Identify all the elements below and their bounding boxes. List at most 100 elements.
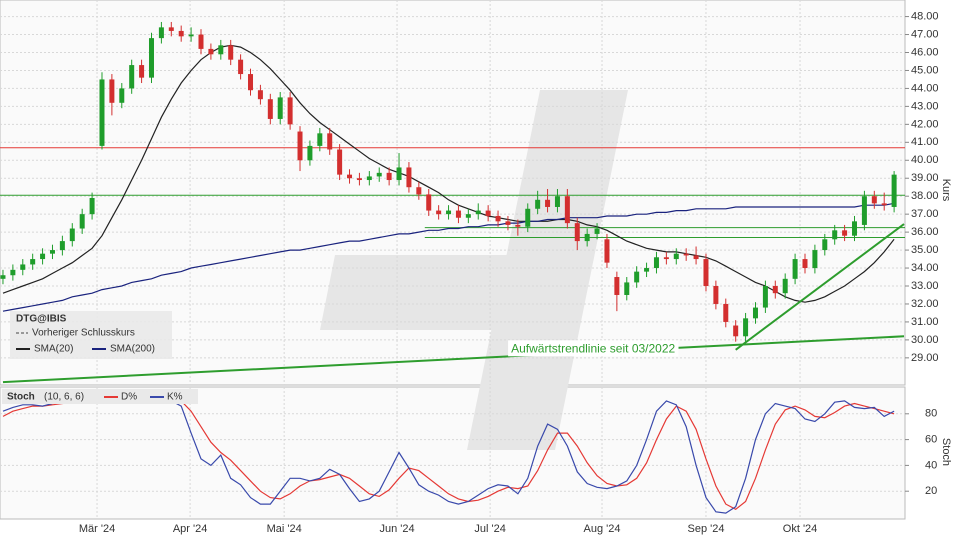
- candle-body: [743, 318, 749, 337]
- y-tick-label: 33.00: [911, 280, 939, 292]
- x-tick-label: Mär '24: [79, 523, 115, 535]
- candle-body: [406, 167, 412, 188]
- candle-body: [287, 97, 293, 125]
- y-tick-label: 32.00: [911, 298, 939, 310]
- candle-body: [465, 214, 471, 218]
- candle-body: [228, 45, 234, 60]
- trend-line: [2, 335, 905, 384]
- candle-body: [683, 253, 689, 256]
- candle-body: [782, 278, 788, 294]
- y-tick-label: 43.00: [911, 100, 939, 112]
- candle-body: [20, 264, 26, 270]
- x-tick-label: Okt '24: [783, 523, 818, 535]
- y-tick-label: 36.00: [911, 226, 939, 238]
- candle-body: [208, 48, 214, 55]
- y-tick-label: 40.00: [911, 154, 939, 166]
- legend-subtitle: (10, 6, 6): [44, 392, 84, 403]
- y-tick-label: 42.00: [911, 118, 939, 130]
- legend-label: D%: [121, 392, 137, 403]
- candle-body: [139, 65, 145, 78]
- candle-body: [267, 99, 273, 119]
- sma-line: [2, 202, 895, 312]
- candle-body: [624, 282, 630, 295]
- candle-body: [852, 221, 858, 236]
- candle-body: [386, 172, 392, 181]
- candle-body: [475, 210, 481, 215]
- trend-line: [735, 223, 905, 351]
- candle-body: [188, 34, 194, 37]
- y-tick-label: 37.00: [911, 208, 939, 220]
- y-tick-label: 46.00: [911, 46, 939, 58]
- y-tick-label: 44.00: [911, 82, 939, 94]
- candle-body: [416, 187, 422, 195]
- candle-body: [109, 79, 115, 103]
- candle-body: [891, 174, 897, 207]
- candle-body: [574, 223, 580, 242]
- y-tick-label: 29.00: [911, 352, 939, 364]
- candle-body: [584, 233, 590, 242]
- candle-body: [455, 210, 461, 218]
- legend-title: DTG@IBIS: [16, 314, 67, 325]
- y-tick-label: 34.00: [911, 262, 939, 274]
- candle-body: [822, 239, 828, 251]
- x-tick-label: Apr '24: [173, 523, 208, 535]
- x-tick-label: Aug '24: [584, 523, 621, 535]
- candle-body: [119, 88, 125, 103]
- candle-body: [347, 174, 353, 179]
- candle-body: [79, 214, 85, 229]
- candle-body: [426, 194, 432, 211]
- candle-body: [792, 259, 798, 279]
- candle-body: [644, 268, 650, 272]
- candle-body: [158, 27, 164, 39]
- candle-body: [752, 307, 758, 319]
- candle-body: [772, 286, 778, 294]
- legend-label: SMA(20): [34, 344, 73, 355]
- candle-body: [297, 131, 303, 161]
- candle-body: [604, 239, 610, 263]
- legend-title: Stoch: [7, 392, 35, 403]
- candle-body: [881, 203, 887, 206]
- stoch-pane: [0, 386, 906, 520]
- legend: Stoch (10, 6, 6) D% K%: [2, 389, 198, 404]
- candle-body: [485, 210, 491, 216]
- candle-body: [515, 224, 521, 227]
- candle-body: [446, 210, 452, 215]
- candle-body: [307, 145, 313, 161]
- candle-body: [861, 196, 867, 225]
- annotation: Aufwärtstrendlinie seit 03/2022: [511, 341, 675, 355]
- x-tick-label: Jul '24: [474, 523, 505, 535]
- candle-body: [248, 74, 254, 91]
- watermark: [320, 90, 628, 450]
- x-tick-label: Sep '24: [687, 523, 724, 535]
- y-tick-label: 60: [925, 434, 937, 446]
- y-axis-label: Kurs: [940, 179, 952, 202]
- candle-body: [673, 253, 679, 260]
- candle-body: [535, 199, 541, 209]
- legend-box: [10, 311, 172, 359]
- y-tick-label: 47.00: [911, 28, 939, 40]
- candle-body: [89, 197, 95, 215]
- candle-body: [554, 196, 560, 207]
- candle-body: [634, 271, 640, 283]
- candle-body: [238, 59, 244, 75]
- y-tick-label: 31.00: [911, 316, 939, 328]
- candle-body: [317, 133, 323, 146]
- candle-body: [832, 230, 838, 240]
- candle-body: [148, 38, 154, 78]
- legend-label: K%: [167, 392, 183, 403]
- candle-body: [703, 259, 709, 287]
- candle-body: [198, 34, 204, 49]
- x-tick-label: Mai '24: [267, 523, 302, 535]
- x-tick-label: Jun '24: [379, 523, 414, 535]
- y-tick-label: 80: [925, 408, 937, 420]
- candle-body: [594, 228, 600, 234]
- candle-body: [99, 79, 105, 146]
- candle-body: [59, 241, 65, 251]
- candle-body: [693, 255, 699, 260]
- y-tick-label: 39.00: [911, 172, 939, 184]
- candle-body: [713, 286, 719, 304]
- candle-body: [40, 253, 46, 260]
- candle-body: [356, 178, 362, 181]
- candle-body: [337, 149, 343, 175]
- candle-body: [723, 303, 729, 322]
